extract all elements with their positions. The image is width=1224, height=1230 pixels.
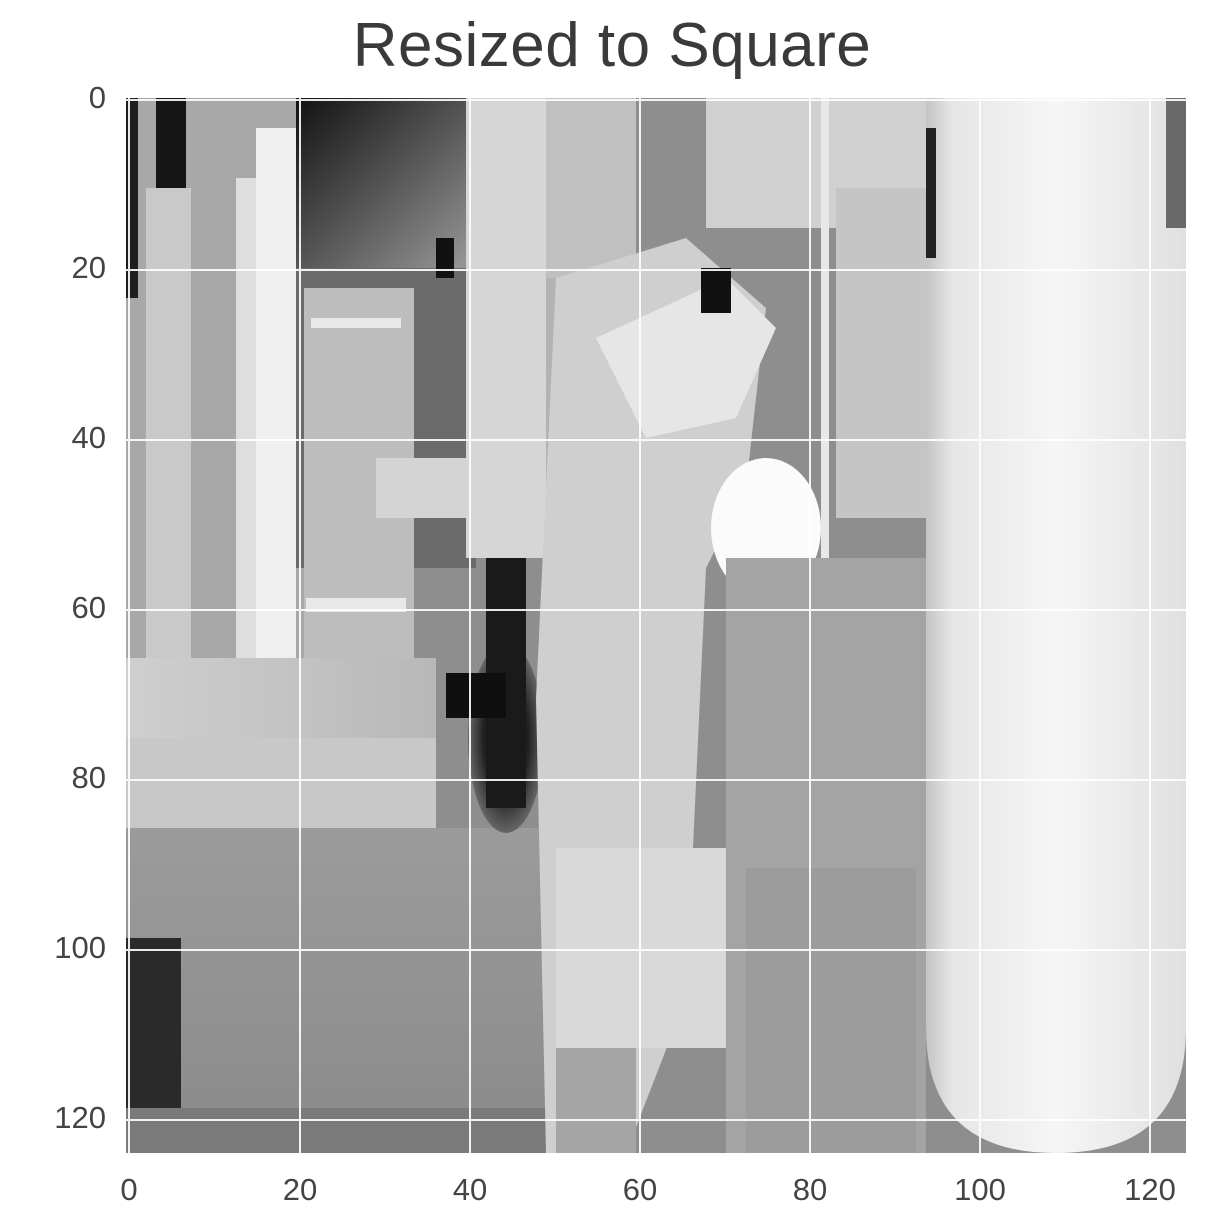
x-tick-label: 0 [120,1172,138,1207]
x-tick-label: 80 [792,1172,828,1207]
figure-title: Resized to Square [352,11,872,80]
x-tick-label: 60 [622,1172,658,1207]
x-tick-label: 40 [452,1172,488,1207]
y-tick-label: 120 [54,1100,106,1135]
grid-lines [126,98,1186,1153]
y-tick-label: 0 [88,80,106,115]
x-tick-label: 20 [282,1172,318,1207]
y-tick-label: 20 [71,250,106,285]
y-tick-label: 60 [71,590,106,625]
grayscale-photo [126,98,1186,1153]
x-tick-label: 100 [954,1172,1006,1207]
grayscale-image-axes [126,98,1186,1153]
y-tick-label: 40 [71,420,106,455]
y-tick-label: 80 [71,760,106,795]
x-tick-label: 120 [1124,1172,1176,1207]
y-tick-label: 100 [54,930,106,965]
